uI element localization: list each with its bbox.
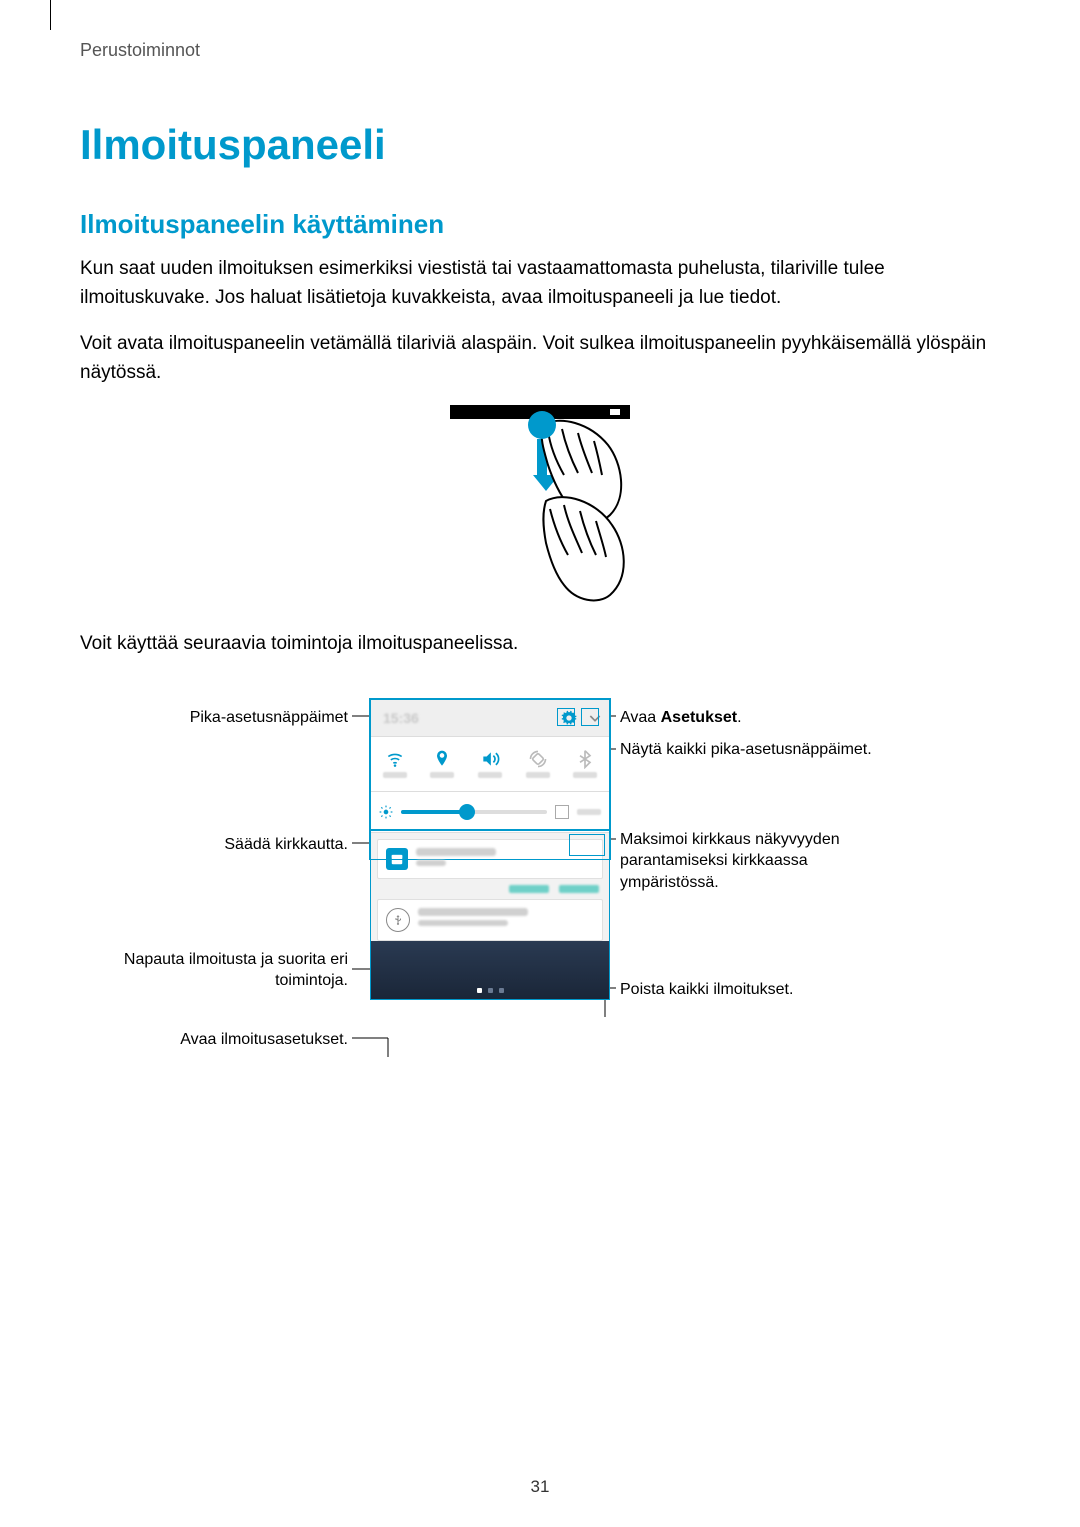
callout-open-settings-prefix: Avaa [620,709,661,726]
quick-location-button[interactable] [419,737,467,791]
brightness-icon [379,805,393,819]
brightness-slider-fill [401,810,467,814]
notification-text-2 [418,908,594,930]
notification-panel-diagram: Pika-asetusnäppäimet Säädä kirkkautta. N… [80,679,1000,1109]
paragraph-3: Voit käyttää seuraavia toimintoja ilmoit… [80,630,1000,659]
callout-open-settings-suffix: . [737,709,741,726]
time-display: 15:36 [377,710,551,726]
callout-quick-settings: Pika-asetusnäppäimet [80,707,348,729]
paragraph-2: Voit avata ilmoituspaneelin vetämällä ti… [80,330,1000,387]
notification-card-1[interactable] [377,839,603,879]
outdoor-checkbox[interactable] [555,805,569,819]
brightness-slider[interactable] [401,810,547,814]
bottom-bar [371,941,609,999]
swipe-down-illustration [450,405,630,605]
quick-sound-button[interactable] [466,737,514,791]
notification-action-1[interactable] [509,885,549,893]
outdoor-label [577,809,601,815]
quick-rotation-button[interactable] [514,737,562,791]
notification-actions [371,885,609,899]
quick-wifi-button[interactable] [371,737,419,791]
callout-open-settings: Avaa Asetukset. [620,707,880,729]
page-side-rule [50,0,51,30]
paragraph-1: Kun saat uuden ilmoituksen esimerkiksi v… [80,255,1000,312]
callout-show-all-quick: Näytä kaikki pika-asetusnäppäimet. [620,739,880,761]
phone-mockup: 15:36 [370,699,610,1000]
section-title: Ilmoituspaneelin käyttäminen [80,209,1000,240]
gear-icon[interactable] [561,710,577,726]
notification-text [416,848,594,870]
page-number: 31 [0,1477,1080,1497]
quick-bluetooth-button[interactable] [561,737,609,791]
callout-clear-all: Poista kaikki ilmoitukset. [620,979,880,1001]
callout-tap-notification: Napauta ilmoitusta ja suorita eri toimin… [80,949,348,992]
callout-open-settings-bold: Asetukset [661,709,737,726]
callout-outdoor-mode: Maksimoi kirkkaus näkyvyyden parantamise… [620,829,900,894]
page-indicator [477,988,504,993]
panel-topbar: 15:36 [371,700,609,736]
notification-action-2[interactable] [559,885,599,893]
breadcrumb: Perustoiminnot [80,40,1000,61]
chevron-down-icon[interactable] [587,710,603,726]
callout-notification-settings: Avaa ilmoitusasetukset. [80,1029,348,1051]
brightness-row [371,792,609,833]
calendar-app-icon [386,848,408,870]
callout-brightness: Säädä kirkkautta. [80,834,348,856]
touch-point-icon [528,411,556,439]
page-title: Ilmoituspaneeli [80,121,1000,169]
notification-card-2[interactable] [377,899,603,941]
brightness-slider-thumb[interactable] [459,804,475,820]
usb-icon [386,908,410,932]
quick-settings-row [371,736,609,792]
